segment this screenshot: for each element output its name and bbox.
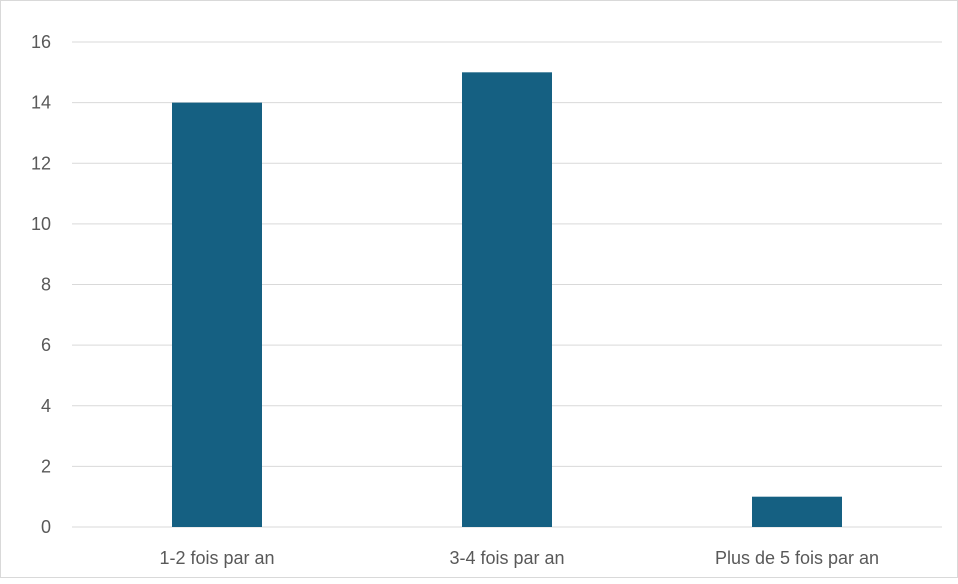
y-tick-label: 2	[41, 456, 51, 476]
y-tick-label: 8	[41, 275, 51, 295]
y-tick-label: 12	[31, 153, 51, 173]
y-tick-label: 4	[41, 396, 51, 416]
x-category-label: 3-4 fois par an	[449, 548, 564, 568]
y-tick-label: 14	[31, 93, 51, 113]
y-tick-label: 0	[41, 517, 51, 537]
y-tick-label: 16	[31, 32, 51, 52]
bar	[172, 102, 262, 527]
x-category-label: Plus de 5 fois par an	[715, 548, 879, 568]
y-axis-tick-labels: 0 2 4 6 8 10 12 14 16	[31, 32, 51, 537]
x-axis-category-labels: 1-2 fois par an 3-4 fois par an Plus de 5 …	[159, 548, 879, 568]
bars	[172, 72, 842, 527]
y-tick-label: 6	[41, 335, 51, 355]
y-tick-label: 10	[31, 214, 51, 234]
x-category-label: 1-2 fois par an	[159, 548, 274, 568]
bar	[462, 72, 552, 527]
bar	[752, 496, 842, 527]
